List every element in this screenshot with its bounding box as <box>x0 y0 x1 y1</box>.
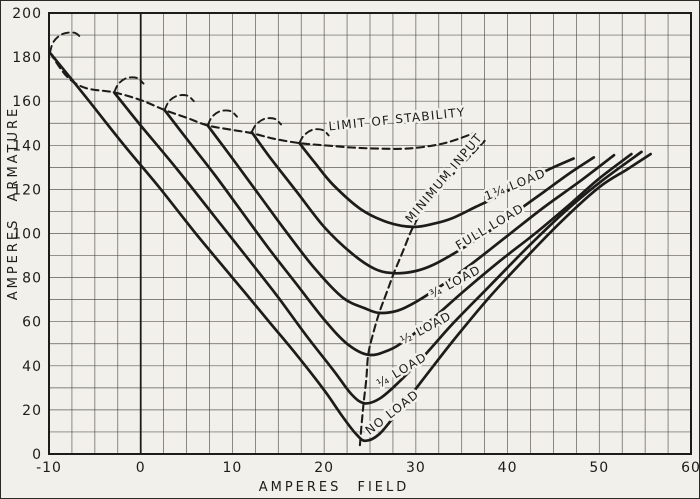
curve-hook-half-load <box>163 94 195 111</box>
x-tick-label: 0 <box>136 460 146 476</box>
label-no-load: NO LOAD <box>363 387 422 438</box>
y-tick-label: 40 <box>22 359 42 375</box>
y-tick-label: 80 <box>22 271 42 287</box>
x-tick-label: 20 <box>314 460 334 476</box>
curve-one-and-quarter-load <box>298 141 575 229</box>
grid <box>48 12 692 455</box>
curve-minimum-input <box>358 139 486 447</box>
curve-hook-no-load <box>48 31 83 54</box>
label-full-load: FULL LOAD <box>453 201 527 253</box>
label-quarter-load: ¼ LOAD <box>374 350 429 391</box>
curve-three-quarter-load <box>206 124 616 315</box>
y-tick-label: 140 <box>12 138 42 154</box>
curve-quarter-load <box>112 91 643 405</box>
curves <box>48 31 652 447</box>
curve-hook-full-load <box>250 117 282 134</box>
label-limit-of-stability: LIMIT OF STABILITY <box>328 105 466 133</box>
y-tick-label: 160 <box>12 94 42 110</box>
label-one-and-quarter: 1¼ LOAD <box>482 166 548 203</box>
curve-limit-of-stability <box>48 51 475 150</box>
x-tick-label: 50 <box>589 460 609 476</box>
plot-border <box>48 12 692 455</box>
y-tick-label: 60 <box>22 315 42 331</box>
x-tick-label: 30 <box>406 460 426 476</box>
x-tick-label: 40 <box>498 460 518 476</box>
y-tick-label: 120 <box>12 182 42 198</box>
y-axis-label: AMPERES ARMATURE <box>6 106 21 301</box>
y-tick-label: 180 <box>12 50 42 66</box>
y-tick-label: 200 <box>12 6 42 22</box>
x-tick-label: 10 <box>223 460 243 476</box>
y-tick-label: 100 <box>12 227 42 243</box>
curve-hook-quarter-load <box>113 76 145 94</box>
label-half-load: ½ LOAD <box>398 309 454 348</box>
curve-hook-one-and-quarter-load <box>298 128 330 145</box>
chart-text: -10 0 10 20 30 40 50 60020406080100120140160180… <box>12 6 700 476</box>
curve-full-load <box>250 130 596 275</box>
x-tick-label: 60 <box>681 460 700 476</box>
curve-hook-three-quarter-load <box>206 109 238 127</box>
curve-half-load <box>163 108 633 357</box>
x-tick-label: -10 <box>36 460 62 476</box>
y-tick-label: 0 <box>32 447 42 463</box>
x-axis-label: AMPERES FIELD <box>259 480 410 495</box>
y-tick-label: 20 <box>22 403 42 419</box>
